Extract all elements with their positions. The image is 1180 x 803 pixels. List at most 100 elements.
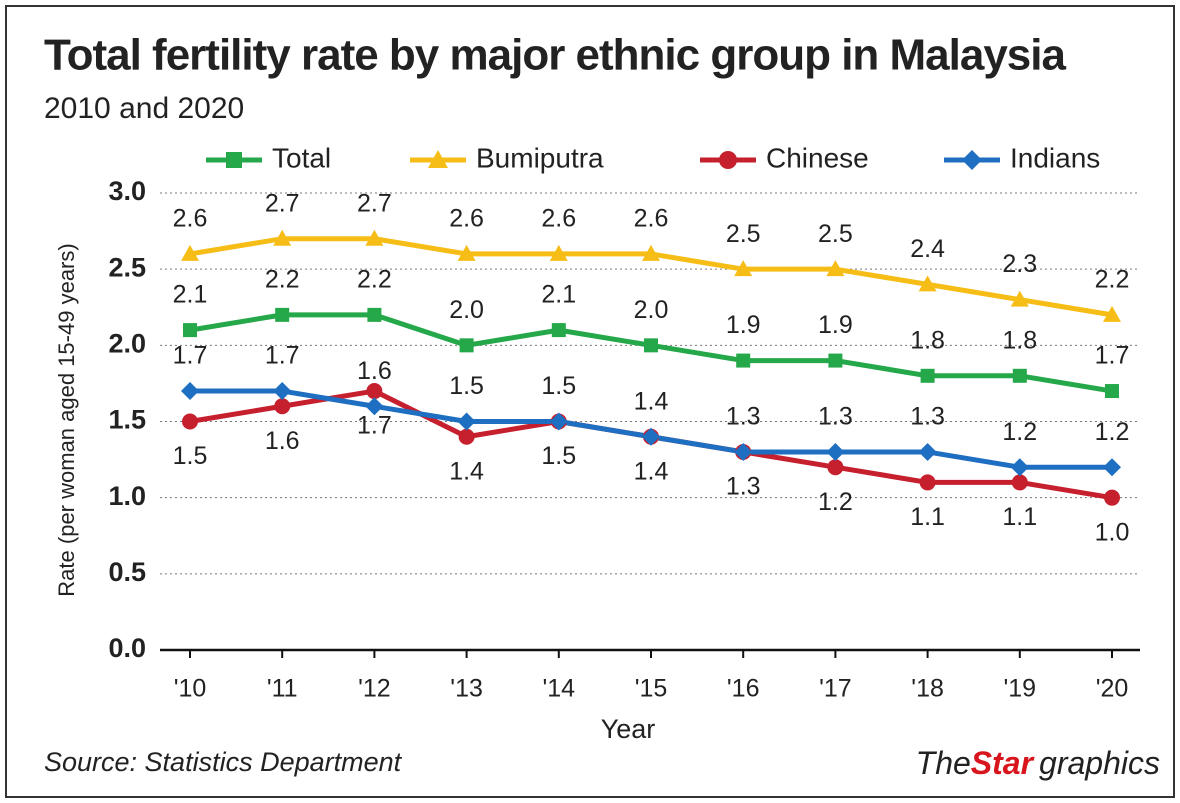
marker xyxy=(1103,458,1121,477)
x-tick-label: '12 xyxy=(358,675,391,703)
marker xyxy=(458,428,475,445)
data-label: 1.2 xyxy=(1002,418,1037,446)
data-label: 2.6 xyxy=(634,205,669,233)
data-label: 2.6 xyxy=(173,205,208,233)
marker xyxy=(549,412,568,431)
data-label: 1.1 xyxy=(910,503,945,531)
data-label: 1.3 xyxy=(726,403,761,431)
frame xyxy=(5,5,1175,798)
legend-label: Chinese xyxy=(766,142,869,173)
brand-star: Star xyxy=(971,745,1035,781)
marker xyxy=(828,353,843,368)
data-label: 2.2 xyxy=(1095,265,1130,293)
marker xyxy=(734,442,753,461)
x-tick-label: '18 xyxy=(911,675,944,703)
x-tick-label: '14 xyxy=(543,675,576,703)
marker xyxy=(1103,305,1121,322)
marker xyxy=(367,307,382,322)
x-axis-label: Year xyxy=(601,714,656,744)
data-label: 1.8 xyxy=(1002,326,1037,354)
marker xyxy=(644,338,658,353)
data-label: 1.6 xyxy=(357,357,392,385)
marker xyxy=(1105,384,1119,399)
marker xyxy=(365,397,384,416)
branding: TheStar graphics xyxy=(916,745,1160,781)
marker xyxy=(1010,458,1029,477)
data-label: 1.0 xyxy=(1095,518,1130,546)
y-tick-label: 2.0 xyxy=(108,328,146,358)
data-label: 2.5 xyxy=(726,220,761,248)
data-label: 2.3 xyxy=(1002,250,1037,278)
y-tick-label: 2.5 xyxy=(108,252,146,282)
data-label: 1.8 xyxy=(910,326,945,354)
y-axis-label: Rate (per woman aged 15-49 years) xyxy=(54,243,79,596)
legend-label: Total xyxy=(272,142,331,173)
data-label: 2.7 xyxy=(357,189,392,217)
marker xyxy=(183,323,197,338)
data-label: 1.7 xyxy=(1095,342,1130,370)
marker xyxy=(962,150,982,170)
x-tick-label: '17 xyxy=(819,675,852,703)
data-label: 2.2 xyxy=(265,265,300,293)
marker xyxy=(459,338,474,353)
x-tick-label: '13 xyxy=(450,675,483,703)
brand-the: The xyxy=(916,745,971,781)
marker xyxy=(549,244,568,261)
y-tick-label: 1.5 xyxy=(108,405,146,435)
legend-label: Indians xyxy=(1010,142,1100,173)
marker xyxy=(642,427,660,446)
data-label: 1.3 xyxy=(726,473,761,501)
chart-title: Total fertility rate by major ethnic gro… xyxy=(44,31,1067,80)
brand-graphics: graphics xyxy=(1039,745,1160,781)
data-label: 1.7 xyxy=(357,412,392,440)
marker xyxy=(1104,489,1120,506)
marker xyxy=(918,275,937,292)
data-label: 2.0 xyxy=(449,296,484,324)
data-label: 1.3 xyxy=(818,403,853,431)
marker xyxy=(274,398,291,415)
data-label: 1.1 xyxy=(1002,503,1037,531)
chart-subtitle: 2010 and 2020 xyxy=(44,92,244,125)
x-tick-label: '11 xyxy=(267,675,298,703)
data-label: 1.3 xyxy=(910,403,945,431)
marker xyxy=(275,307,290,322)
data-label: 1.4 xyxy=(449,457,484,485)
marker xyxy=(1010,290,1029,307)
data-label: 2.6 xyxy=(541,205,576,233)
marker xyxy=(719,151,737,169)
marker xyxy=(457,244,476,261)
data-label: 1.4 xyxy=(634,457,669,485)
marker xyxy=(226,152,242,168)
data-label: 1.9 xyxy=(818,311,853,339)
data-label: 1.4 xyxy=(634,387,669,415)
marker xyxy=(365,229,384,246)
marker xyxy=(273,382,292,401)
marker xyxy=(1012,368,1027,383)
data-label: 2.6 xyxy=(449,205,484,233)
marker xyxy=(826,260,845,277)
data-label: 1.2 xyxy=(818,488,853,516)
data-label: 1.6 xyxy=(265,427,300,455)
data-label: 1.9 xyxy=(726,311,761,339)
marker xyxy=(182,413,198,430)
data-label: 1.5 xyxy=(449,372,484,400)
marker xyxy=(920,368,935,383)
y-tick-label: 0.5 xyxy=(108,557,146,587)
marker xyxy=(919,474,936,491)
source: Source: Statistics Department xyxy=(44,747,403,777)
data-label: 2.2 xyxy=(357,265,392,293)
data-label: 1.5 xyxy=(173,442,208,470)
marker xyxy=(457,412,476,431)
x-tick-label: '16 xyxy=(727,675,760,703)
marker xyxy=(181,382,199,401)
marker xyxy=(273,229,292,246)
x-tick-label: '19 xyxy=(1004,675,1037,703)
data-label: 1.7 xyxy=(173,342,208,370)
data-label: 2.0 xyxy=(634,296,669,324)
legend-label: Bumiputra xyxy=(476,142,604,173)
marker xyxy=(1011,474,1028,491)
data-label: 1.5 xyxy=(541,372,576,400)
y-tick-label: 3.0 xyxy=(108,176,146,206)
data-label: 2.5 xyxy=(818,220,853,248)
